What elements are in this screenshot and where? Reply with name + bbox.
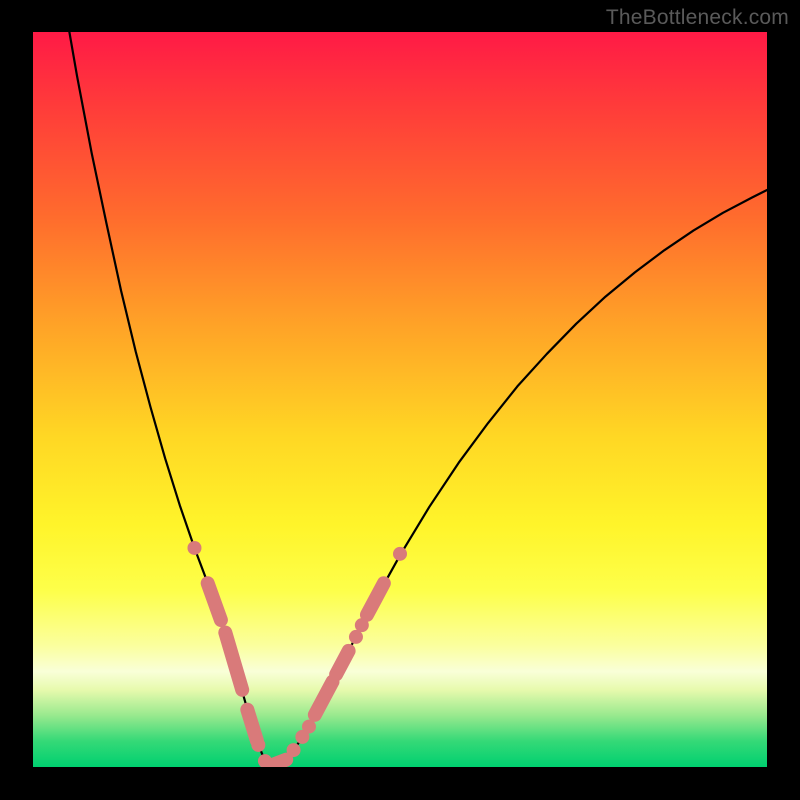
- marker-capsule: [247, 710, 257, 741]
- marker-dot: [251, 738, 265, 752]
- marker-capsule: [271, 760, 286, 766]
- chart-background: [33, 32, 767, 767]
- bottleneck-chart: [33, 32, 767, 767]
- watermark-text: TheBottleneck.com: [606, 6, 789, 30]
- chart-canvas: TheBottleneck.com: [0, 0, 800, 800]
- marker-dot: [187, 541, 201, 555]
- marker-dot: [287, 743, 301, 757]
- marker-dot: [393, 547, 407, 561]
